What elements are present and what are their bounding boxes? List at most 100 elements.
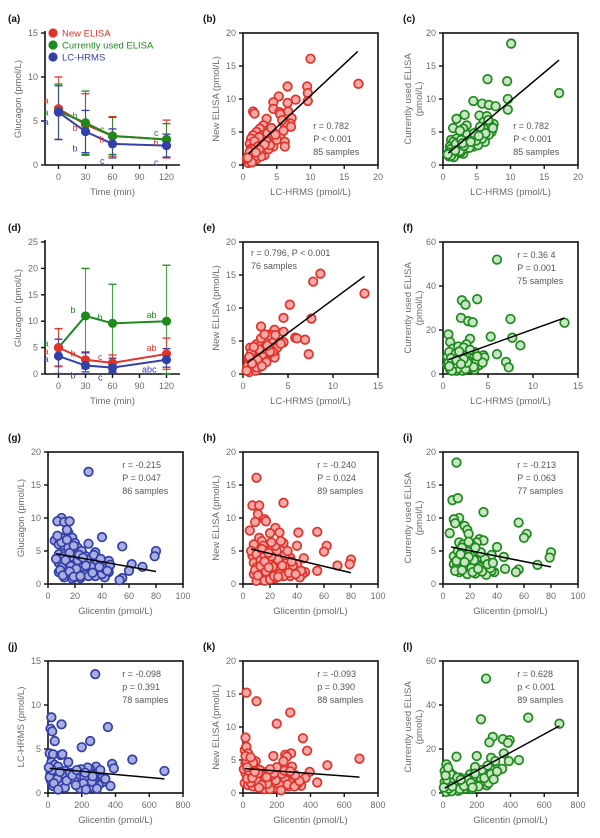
data-point bbox=[275, 535, 286, 547]
data-point bbox=[353, 78, 364, 89]
data-point bbox=[455, 358, 467, 370]
y-tick-label: 0 bbox=[431, 579, 436, 589]
data-point bbox=[291, 540, 303, 551]
y-axis-label-line: (pmol/L) bbox=[414, 82, 425, 117]
data-point bbox=[83, 466, 94, 477]
stats-annotation: r = -0.240 bbox=[317, 460, 356, 470]
data-point bbox=[102, 721, 114, 733]
data-point bbox=[467, 782, 478, 793]
x-tick-label: 10 bbox=[528, 381, 538, 391]
data-point bbox=[46, 712, 57, 723]
data-point bbox=[276, 114, 288, 126]
y-tick-label: 0 bbox=[33, 160, 38, 170]
x-tick-label: 5 bbox=[474, 172, 479, 182]
panel-e: (e) 0 5 10 15 20 0 5 10 15 LC-HRMS (pmol/L) New ELI… bbox=[195, 209, 395, 418]
data-point bbox=[276, 560, 288, 571]
regression-line bbox=[247, 50, 359, 155]
x-tick-label: 90 bbox=[134, 172, 144, 182]
y-tick-label: 0 bbox=[36, 579, 41, 589]
y-tick-label: 20 bbox=[426, 447, 436, 457]
significance-letter: b bbox=[97, 312, 102, 322]
data-point bbox=[268, 750, 279, 762]
data-point bbox=[455, 549, 466, 560]
significance-letter: c bbox=[98, 352, 103, 362]
regression-line bbox=[244, 767, 360, 778]
x-tick-label: 80 bbox=[151, 591, 161, 601]
y-axis-label-line: Currently used ELISA bbox=[403, 681, 414, 773]
legend-marker bbox=[48, 28, 58, 38]
data-point bbox=[117, 541, 128, 552]
y-tick-label: 0 bbox=[231, 579, 236, 589]
data-point bbox=[285, 707, 296, 718]
data-point bbox=[159, 765, 170, 777]
plot-frame bbox=[442, 241, 579, 375]
data-point bbox=[56, 719, 67, 730]
y-axis-label: Currently used ELISA(pmol/L) bbox=[403, 472, 425, 564]
data-point bbox=[251, 696, 262, 707]
y-tick-label: 15 bbox=[31, 480, 41, 490]
panel-label: (d) bbox=[8, 223, 21, 234]
panel-label: (b) bbox=[203, 14, 216, 25]
panel-f: (f) 0 20 40 60 0 5 10 15 LC-HRMS (pmol/L) Currentl… bbox=[395, 209, 595, 418]
y-tick-label: 10 bbox=[426, 94, 436, 104]
data-point bbox=[502, 737, 514, 748]
data-point bbox=[107, 363, 118, 373]
x-tick-label: 15 bbox=[339, 172, 349, 182]
stats-annotation: r = -0.215 bbox=[122, 460, 161, 470]
chart-g: (g) 0 5 10 15 20 0 20 40 60 80 100 Glicentin (pmol/L… bbox=[8, 433, 191, 617]
data-point bbox=[505, 313, 516, 325]
x-tick-label: 20 bbox=[70, 591, 80, 601]
data-point bbox=[114, 574, 125, 586]
data-point bbox=[468, 95, 479, 107]
x-tick-label: 20 bbox=[573, 172, 583, 182]
panel-label: (g) bbox=[8, 433, 21, 444]
y-axis-label: New ELISA (pmol/L) bbox=[211, 265, 222, 351]
y-tick-label: 5 bbox=[231, 546, 236, 556]
x-tick-label: 60 bbox=[107, 381, 117, 391]
y-tick-label: 20 bbox=[426, 744, 436, 754]
data-point bbox=[68, 540, 79, 551]
x-tick-label: 0 bbox=[440, 591, 445, 601]
y-tick-label: 15 bbox=[426, 61, 436, 71]
data-point bbox=[52, 784, 64, 795]
data-point bbox=[61, 534, 73, 545]
data-point bbox=[49, 735, 60, 747]
data-point bbox=[90, 669, 101, 680]
data-point bbox=[475, 714, 487, 725]
data-point bbox=[293, 527, 304, 538]
y-tick-label: 5 bbox=[231, 755, 236, 765]
y-tick-label: 15 bbox=[226, 270, 236, 280]
y-tick-label: 20 bbox=[31, 447, 41, 457]
y-axis-label-line: (pmol/L) bbox=[414, 291, 425, 326]
stats-annotation: 85 samples bbox=[513, 147, 560, 157]
data-point bbox=[515, 340, 526, 351]
x-tick-label: 15 bbox=[573, 381, 583, 391]
data-point bbox=[248, 341, 259, 353]
y-tick-label: 0 bbox=[231, 160, 236, 170]
regression-line bbox=[55, 552, 157, 573]
significance-letter: c bbox=[100, 156, 105, 166]
data-point bbox=[85, 735, 96, 747]
panel-j: (j) 0 5 10 15 0 200 400 600 800 Glicentin (pmol/L)… bbox=[0, 628, 200, 837]
data-point bbox=[259, 329, 270, 340]
data-point bbox=[491, 541, 503, 553]
data-point bbox=[161, 316, 172, 326]
data-point bbox=[513, 517, 524, 528]
data-point bbox=[107, 318, 118, 328]
x-tick-label: 40 bbox=[292, 591, 302, 601]
data-point bbox=[52, 530, 63, 541]
chart-c: (c) 0 5 10 15 20 0 5 10 15 20 LC-HRMS (pmol/L) Curre… bbox=[403, 14, 583, 198]
chart-j: (j) 0 5 10 15 0 200 400 600 800 Glicentin (pmol/L)… bbox=[8, 642, 191, 826]
significance-letter: a bbox=[43, 339, 48, 349]
x-axis-label: LC-HRMS (pmol/L) bbox=[270, 187, 351, 198]
y-tick-label: 0 bbox=[431, 369, 436, 379]
y-tick-label: 60 bbox=[426, 656, 436, 666]
series-line bbox=[58, 355, 167, 369]
data-point bbox=[270, 329, 281, 341]
significance-letter: b bbox=[153, 138, 158, 148]
stats-annotation: r = -0.213 bbox=[517, 460, 556, 470]
stats-annotation: p = 0.390 bbox=[317, 682, 355, 692]
stats-annotation: P = 0.063 bbox=[517, 473, 556, 483]
data-point bbox=[256, 360, 268, 372]
